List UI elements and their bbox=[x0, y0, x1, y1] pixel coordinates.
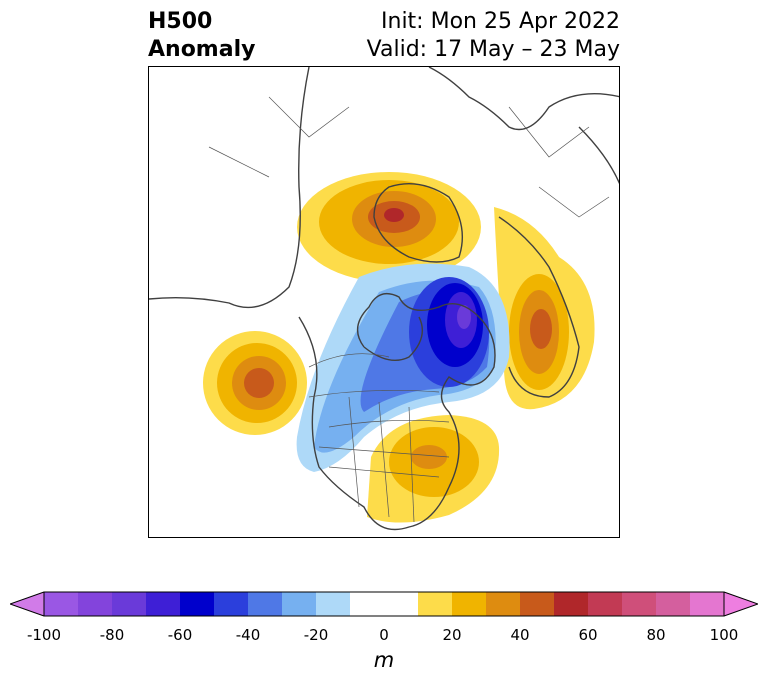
colorbar-tick-label: 20 bbox=[442, 626, 462, 644]
anomaly-europe bbox=[494, 207, 595, 410]
colorbar-right-outline bbox=[723, 591, 758, 617]
coastlines bbox=[149, 67, 619, 531]
colorbar-bin-0 bbox=[44, 592, 79, 616]
colorbar-bin-7 bbox=[282, 592, 317, 616]
colorbar-bin-10 bbox=[418, 592, 453, 616]
init-date: Init: Mon 25 Apr 2022 bbox=[381, 9, 620, 34]
colorbar-bin-9 bbox=[350, 592, 419, 616]
colorbar-tick-label: 100 bbox=[709, 626, 739, 644]
colorbar-bin-5 bbox=[214, 592, 249, 616]
colorbar-bin-15 bbox=[588, 592, 623, 616]
anomaly-map bbox=[148, 66, 620, 538]
colorbar-bin-16 bbox=[622, 592, 657, 616]
anomaly-greenland bbox=[297, 172, 481, 282]
colorbar-bin-1 bbox=[78, 592, 113, 616]
map-svg bbox=[149, 67, 619, 531]
anomaly-pacific bbox=[203, 331, 307, 435]
anomaly-eastern-us bbox=[367, 415, 500, 523]
title-variable: H500 bbox=[148, 9, 213, 34]
colorbar-bin-2 bbox=[112, 592, 147, 616]
title-field: Anomaly bbox=[148, 37, 256, 62]
anomaly-canada-trough bbox=[296, 263, 510, 472]
map-title: H500 Anomaly bbox=[148, 8, 255, 64]
colorbar-tick-label: -80 bbox=[99, 626, 125, 644]
colorbar-bin-18 bbox=[690, 592, 725, 616]
colorbar-bin-6 bbox=[248, 592, 283, 616]
colorbar-bin-14 bbox=[554, 592, 589, 616]
colorbar bbox=[10, 591, 758, 617]
colorbar-left-outline bbox=[10, 591, 45, 617]
valid-range: Valid: 17 May – 23 May bbox=[366, 37, 620, 62]
colorbar-bin-17 bbox=[656, 592, 691, 616]
colorbar-tick-label: -40 bbox=[235, 626, 261, 644]
colorbar-bin-3 bbox=[146, 592, 181, 616]
colorbar-tick-label: 0 bbox=[379, 626, 389, 644]
colorbar-bin-11 bbox=[452, 592, 487, 616]
colorbar-bin-4 bbox=[180, 592, 215, 616]
colorbar-bins bbox=[44, 592, 725, 616]
borders bbox=[208, 96, 610, 523]
colorbar-tick-label: -100 bbox=[26, 626, 62, 644]
colorbar-tick-label: -60 bbox=[167, 626, 193, 644]
anomaly-contours bbox=[203, 172, 595, 523]
colorbar-tick-label: -20 bbox=[303, 626, 329, 644]
colorbar-bin-13 bbox=[520, 592, 555, 616]
colorbar-tick-label: 40 bbox=[510, 626, 530, 644]
colorbar-bin-12 bbox=[486, 592, 521, 616]
colorbar-under-arrow bbox=[10, 592, 44, 616]
map-subtitle: Init: Mon 25 Apr 2022 Valid: 17 May – 23… bbox=[367, 8, 620, 64]
colorbar-over-arrow bbox=[724, 592, 758, 616]
colorbar-bin-8 bbox=[316, 592, 351, 616]
colorbar-outline bbox=[43, 591, 725, 617]
colorbar-tick-label: 80 bbox=[646, 626, 666, 644]
colorbar-unit: m bbox=[373, 648, 395, 672]
colorbar-tick-label: 60 bbox=[578, 626, 598, 644]
